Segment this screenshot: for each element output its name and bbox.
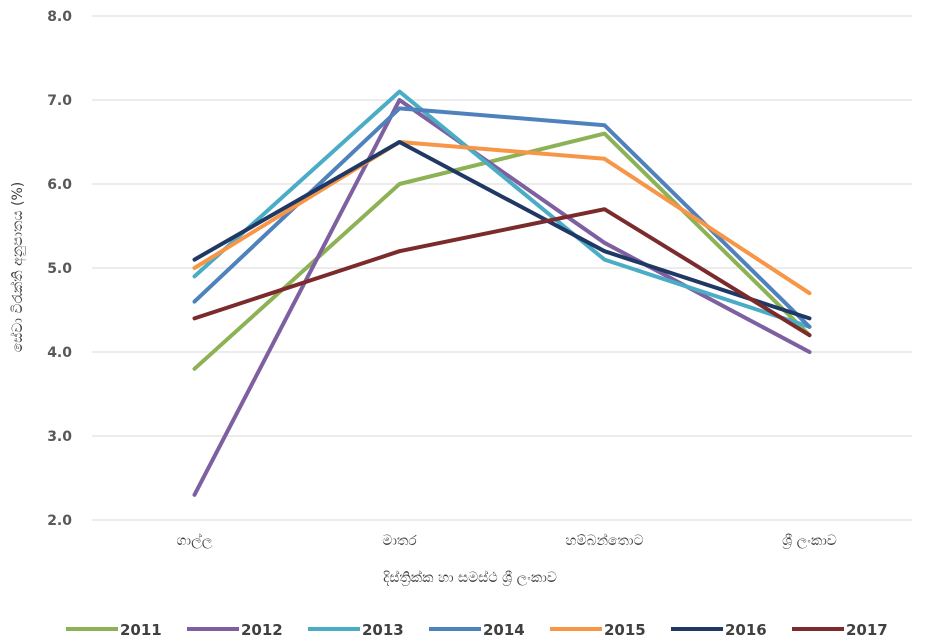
y-tick-label: 8.0 xyxy=(47,9,72,25)
series-lines xyxy=(192,89,812,497)
y-tick-label: 2.0 xyxy=(47,513,72,529)
legend-label: 2012 xyxy=(241,621,283,639)
gridlines xyxy=(92,15,912,521)
legend-label: 2017 xyxy=(846,621,888,639)
y-axis-title: සේවා විරැක්ති අනුපාතය (%) xyxy=(10,182,27,353)
series-line-2016 xyxy=(192,140,812,321)
legend: 2011 2012 2013 2014 2015 2016 2017 xyxy=(66,621,888,639)
x-axis-title: දිස්ත්‍රික්ක හා සමස්ථ ශ්‍රී ලංකාව xyxy=(383,570,557,587)
series-line-2012 xyxy=(192,98,812,497)
x-axis-tick-labels: ගාල්ල මාතර හම්බන්තොට ශ්‍රී ලංකාව xyxy=(177,533,837,550)
y-tick-label: 3.0 xyxy=(47,429,72,445)
legend-label: 2014 xyxy=(483,621,525,639)
x-tick-label: ගාල්ල xyxy=(177,533,213,549)
x-tick-label: හම්බන්තොට xyxy=(565,533,643,549)
x-tick-label: ශ්‍රී ලංකාව xyxy=(782,533,837,549)
legend-label: 2016 xyxy=(725,621,767,639)
y-axis-tick-labels: 2.0 3.0 4.0 5.0 6.0 7.0 8.0 xyxy=(47,9,72,529)
series-line-2015 xyxy=(192,140,812,296)
legend-label: 2015 xyxy=(604,621,646,639)
series-line-2017 xyxy=(192,207,812,338)
y-tick-label: 6.0 xyxy=(47,177,72,193)
y-tick-label: 7.0 xyxy=(47,93,72,109)
series-line-2014 xyxy=(192,106,812,329)
series-line-2011 xyxy=(192,131,812,371)
series-line-2013 xyxy=(192,89,812,329)
legend-label: 2013 xyxy=(362,621,404,639)
x-tick-label: මාතර xyxy=(382,533,417,549)
legend-label: 2011 xyxy=(120,621,162,639)
y-tick-label: 5.0 xyxy=(47,261,72,277)
y-tick-label: 4.0 xyxy=(47,345,72,361)
